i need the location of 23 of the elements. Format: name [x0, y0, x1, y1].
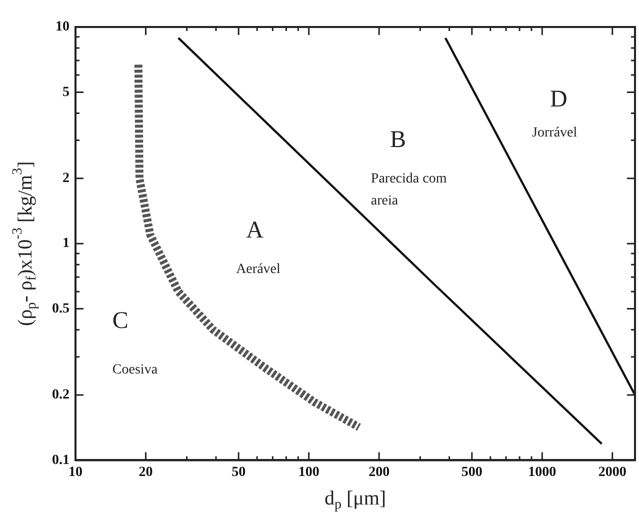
- annotation: Jorrável: [532, 125, 578, 140]
- x-tick-label: 200: [368, 465, 390, 480]
- y-tick-label: 0.1: [52, 452, 70, 468]
- annotation: Coesiva: [112, 362, 158, 378]
- annotation: C: [112, 308, 128, 334]
- x-tick-label: 500: [461, 465, 482, 480]
- y-tick-label: 2: [62, 171, 70, 186]
- y-tick-label: 1: [62, 236, 70, 252]
- annotation: Aerável: [236, 262, 280, 277]
- y-tick-label: 0.5: [52, 301, 70, 316]
- x-tick-label: 50: [232, 465, 246, 480]
- annotation: B: [390, 126, 406, 153]
- y-tick-label: 10: [56, 20, 70, 35]
- annotation: Parecida com areia: [370, 171, 447, 208]
- y-tick-label: 0.2: [52, 388, 70, 403]
- x-tick-label: 100: [298, 465, 320, 480]
- x-tick-label: 2000: [598, 465, 626, 480]
- x-tick-label: 1000: [528, 465, 556, 480]
- text: (ρp- ρf)x10-3 [kg/m3]: [10, 161, 40, 326]
- annotation: A: [246, 217, 264, 244]
- x-tick-label: 20: [138, 465, 153, 480]
- annotation: D: [550, 86, 568, 113]
- y-tick-label: 5: [62, 84, 70, 100]
